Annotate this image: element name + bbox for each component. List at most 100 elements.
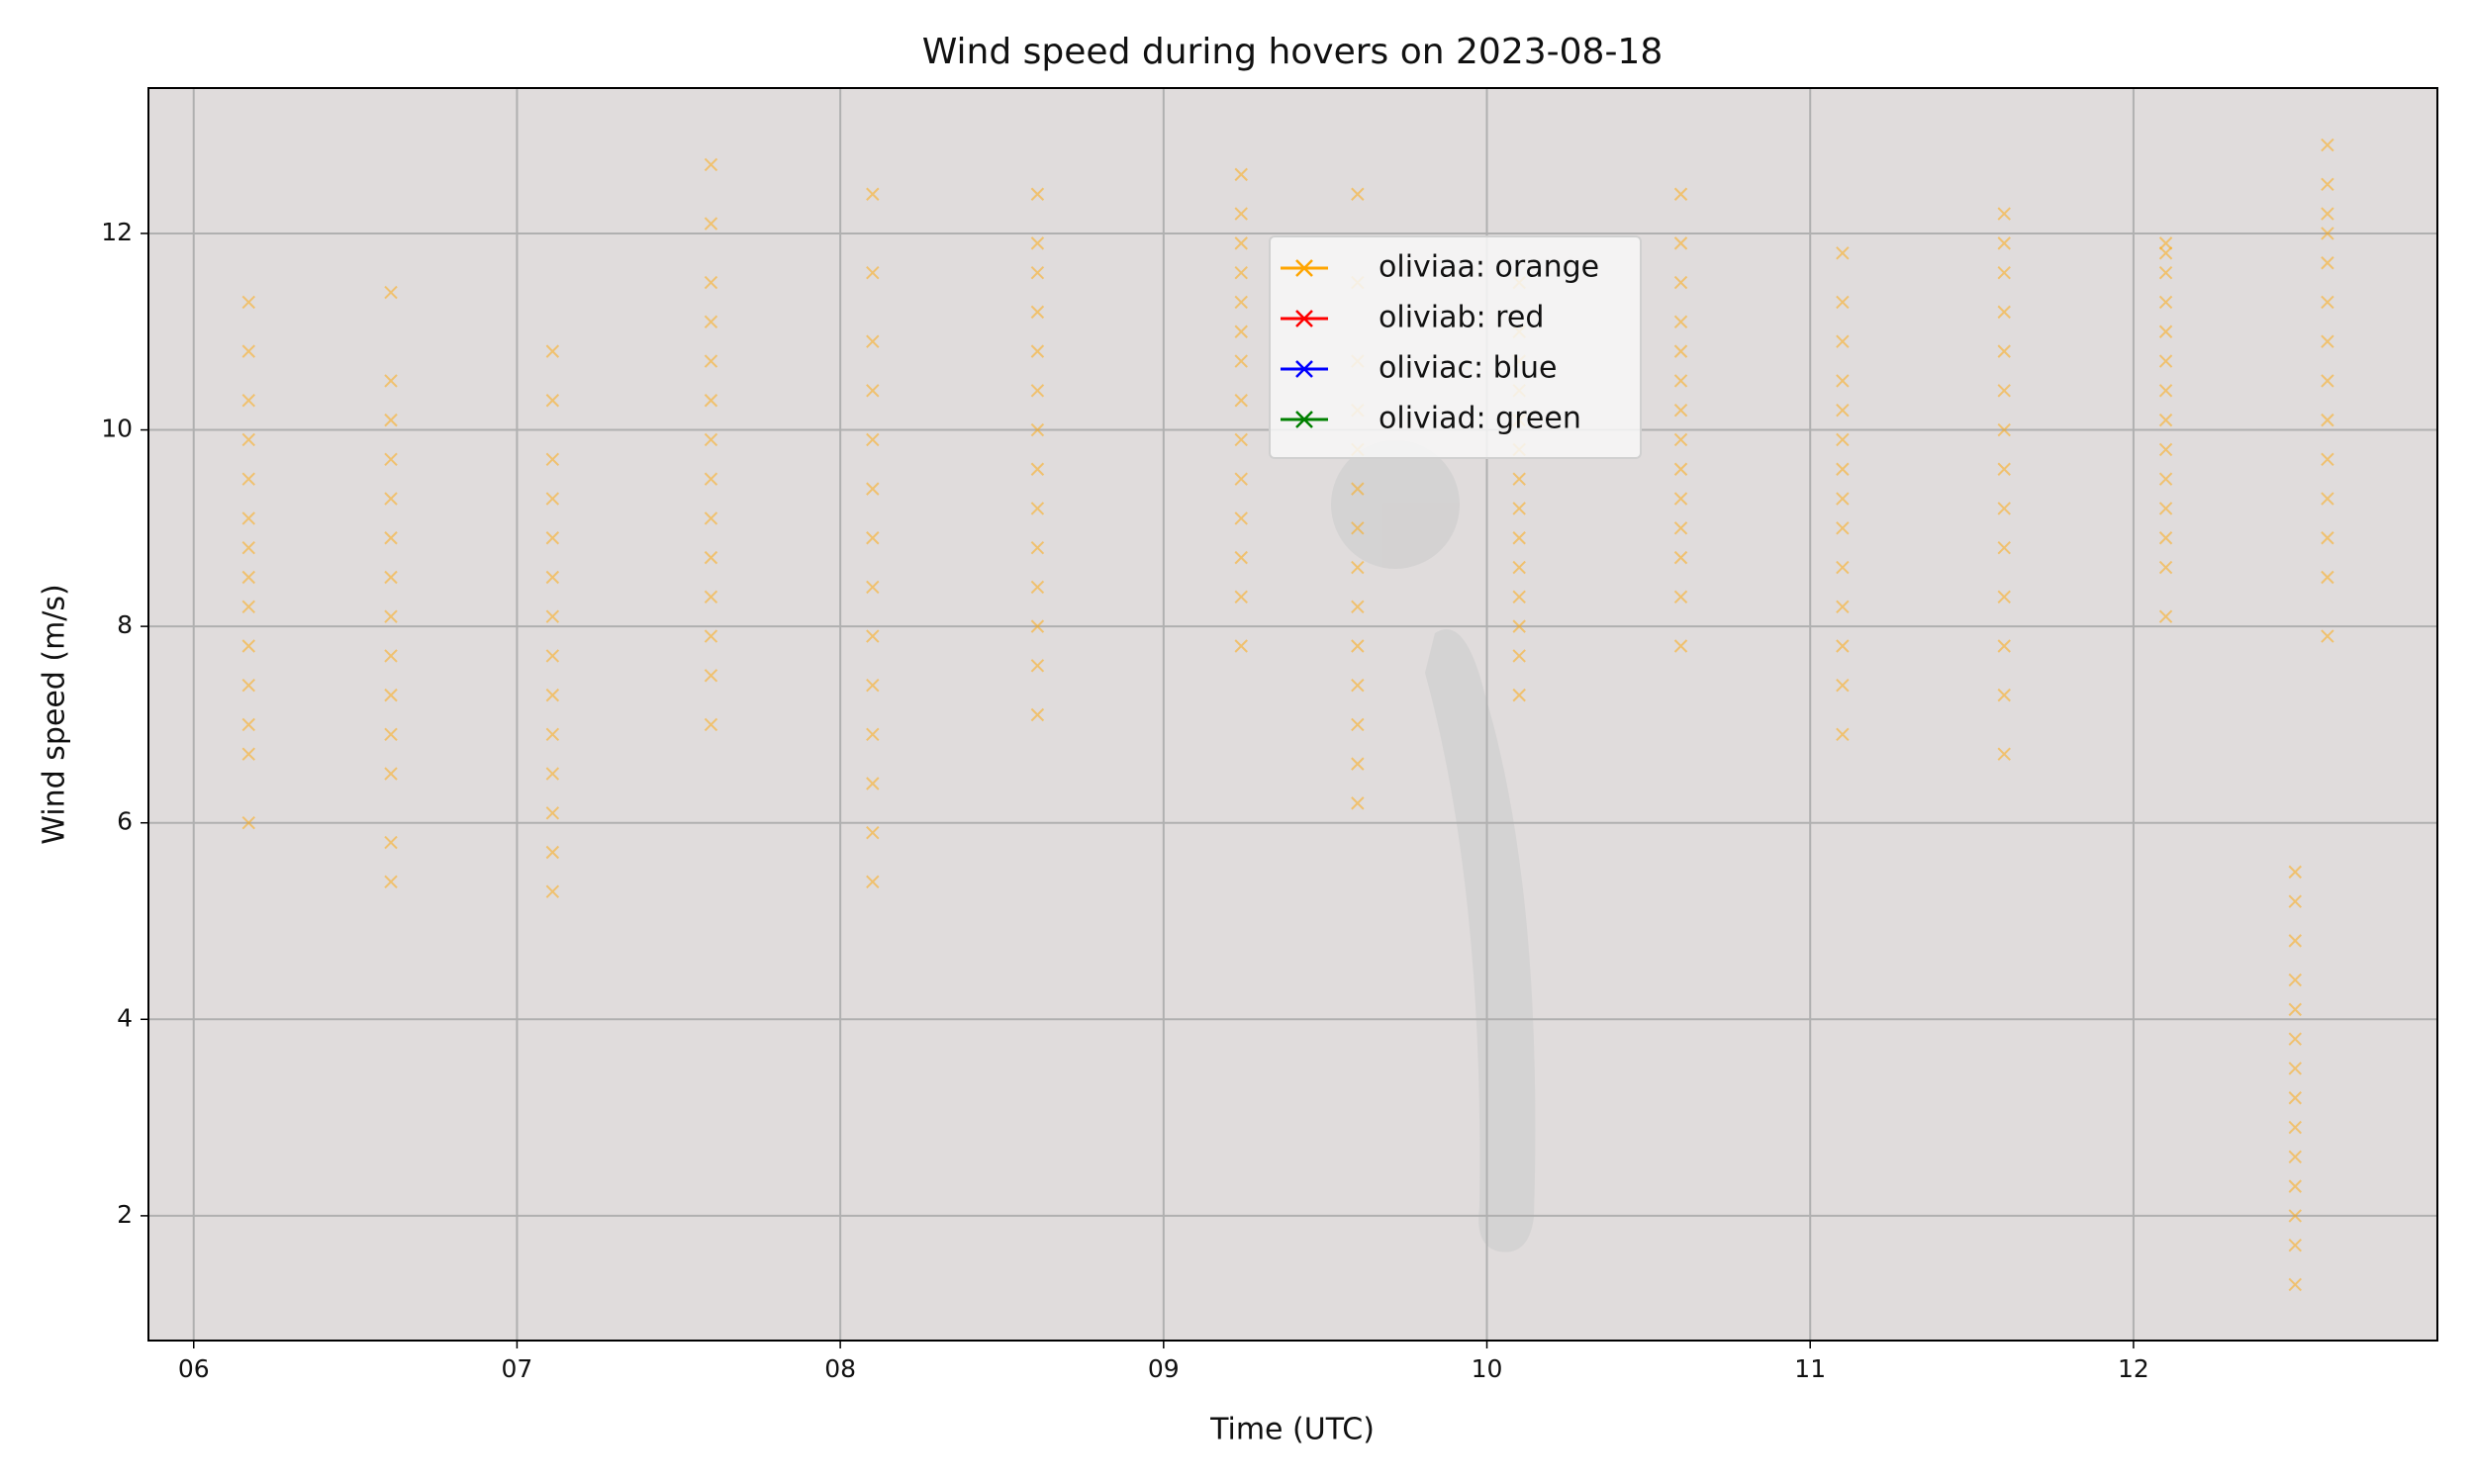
y-tick-label: 8 — [117, 610, 133, 639]
point — [1673, 236, 1688, 250]
point — [1234, 167, 1248, 182]
point — [1030, 305, 1045, 320]
point — [1512, 619, 1526, 633]
point — [384, 492, 398, 506]
point — [704, 717, 718, 732]
point — [241, 432, 255, 447]
point — [545, 531, 560, 545]
point — [384, 609, 398, 623]
point — [1512, 649, 1526, 663]
point — [2321, 629, 2334, 643]
point — [1351, 482, 1365, 496]
point — [1836, 521, 1850, 535]
point — [1836, 727, 1850, 742]
point — [1836, 639, 1850, 653]
point — [2158, 560, 2173, 575]
y-tick-label: 10 — [101, 415, 133, 443]
point — [1030, 236, 1045, 250]
point — [2288, 1209, 2302, 1223]
point — [1673, 187, 1688, 201]
point — [1673, 275, 1688, 290]
point — [384, 875, 398, 889]
point — [2158, 265, 2173, 280]
point — [1234, 354, 1248, 368]
grid — [148, 88, 2437, 1341]
axes: 06 07 08 09 10 11 12 2 4 6 8 10 12 — [101, 218, 2149, 1383]
point — [704, 629, 718, 643]
point — [2288, 1238, 2302, 1252]
point — [1997, 236, 2011, 250]
legend: oliviaa: orange oliviab: red oliviac: blue… — [1269, 235, 1642, 459]
point — [1351, 187, 1365, 201]
point — [866, 679, 880, 693]
point — [704, 472, 718, 486]
point — [1997, 590, 2011, 604]
point — [2288, 894, 2302, 908]
point — [866, 777, 880, 790]
point — [2158, 246, 2173, 260]
point — [1030, 344, 1045, 358]
point — [1351, 679, 1365, 693]
x-tick-label: 11 — [1794, 1354, 1826, 1383]
legend-marker — [1295, 259, 1313, 277]
point — [241, 295, 255, 310]
point — [384, 413, 398, 427]
point — [384, 727, 398, 742]
point — [866, 727, 880, 742]
legend-box — [1269, 235, 1642, 459]
point — [1351, 796, 1365, 810]
point — [241, 600, 255, 613]
point — [2321, 413, 2334, 427]
point — [866, 187, 880, 201]
point — [1234, 639, 1248, 653]
x-tick-label: 07 — [502, 1354, 533, 1383]
point — [2321, 227, 2334, 240]
point — [1030, 265, 1045, 280]
point — [704, 590, 718, 604]
point — [1030, 659, 1045, 673]
point — [866, 825, 880, 840]
point — [1234, 472, 1248, 486]
watermark — [1331, 440, 1536, 1252]
point — [2288, 1277, 2302, 1292]
legend-marker — [1295, 360, 1313, 378]
point — [2158, 325, 2173, 338]
point — [384, 688, 398, 702]
point — [2321, 207, 2334, 221]
point — [241, 511, 255, 525]
points — [241, 138, 2334, 1292]
point — [1673, 521, 1688, 535]
point — [2158, 413, 2173, 427]
point — [1997, 207, 2011, 221]
point — [1234, 207, 1248, 221]
point — [1673, 432, 1688, 447]
legend-marker — [1295, 310, 1313, 327]
point — [545, 845, 560, 860]
point — [866, 531, 880, 545]
point — [1030, 540, 1045, 555]
point — [2321, 570, 2334, 585]
point — [545, 492, 560, 506]
point — [866, 482, 880, 496]
point — [1030, 619, 1045, 633]
point — [1836, 295, 1850, 310]
point — [1030, 707, 1045, 722]
point — [384, 374, 398, 388]
point — [1512, 560, 1526, 575]
point — [384, 531, 398, 545]
point — [384, 452, 398, 467]
point — [1351, 600, 1365, 613]
point — [1836, 374, 1850, 388]
point — [545, 344, 560, 358]
point — [545, 570, 560, 585]
point — [545, 727, 560, 742]
point — [241, 747, 255, 761]
y-axis-label: Wind speed (m/s) — [38, 584, 72, 844]
point — [2321, 452, 2334, 467]
point — [866, 875, 880, 889]
point — [704, 669, 718, 683]
point — [2288, 1062, 2302, 1075]
point — [1836, 560, 1850, 575]
point — [2321, 334, 2334, 348]
